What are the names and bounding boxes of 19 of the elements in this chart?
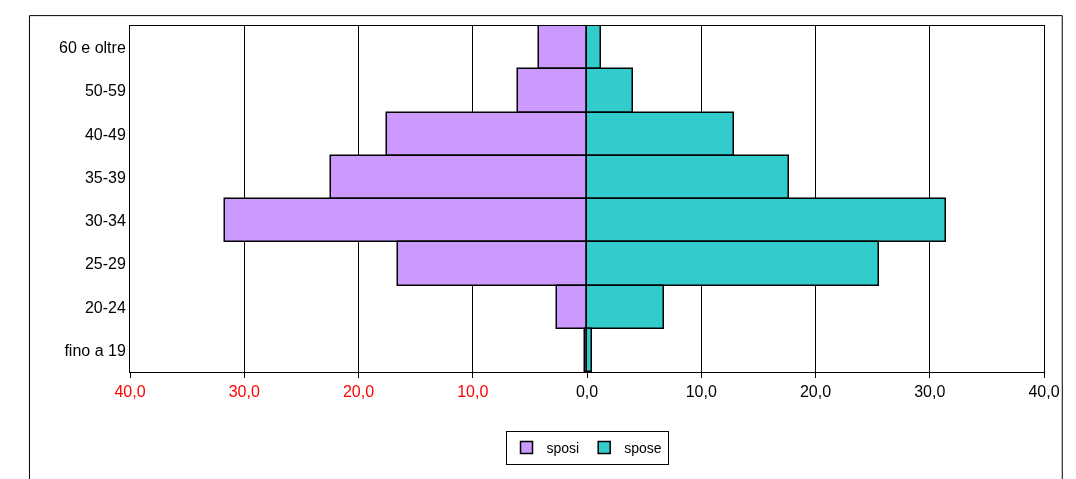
x-tick-label: 20,0 — [799, 383, 832, 401]
x-tick-label: 30,0 — [914, 383, 946, 401]
x-tick-label: 40,0 — [1028, 383, 1060, 401]
legend-label: spose — [624, 439, 662, 456]
x-tick-label: 10,0 — [685, 383, 717, 401]
y-tick-label: 30-34 — [84, 212, 126, 230]
x-tick-label: 40,0 — [114, 383, 146, 401]
x-tick-label: 0,0 — [575, 383, 599, 401]
y-tick-label: 20-24 — [84, 298, 126, 316]
y-tick-label: 25-29 — [84, 255, 126, 273]
x-tick-label: 10,0 — [457, 383, 489, 401]
x-tick-label: 20,0 — [342, 383, 375, 401]
x-tick-label: 30,0 — [228, 383, 260, 401]
legend-label: sposi — [546, 439, 580, 456]
y-tick-label: 35-39 — [84, 168, 126, 186]
y-tick-label: 50-59 — [84, 82, 126, 100]
y-tick-label: fino a 19 — [64, 341, 126, 359]
y-tick-label: 60 e oltre — [59, 39, 126, 57]
y-tick-label: 40-49 — [84, 125, 126, 143]
